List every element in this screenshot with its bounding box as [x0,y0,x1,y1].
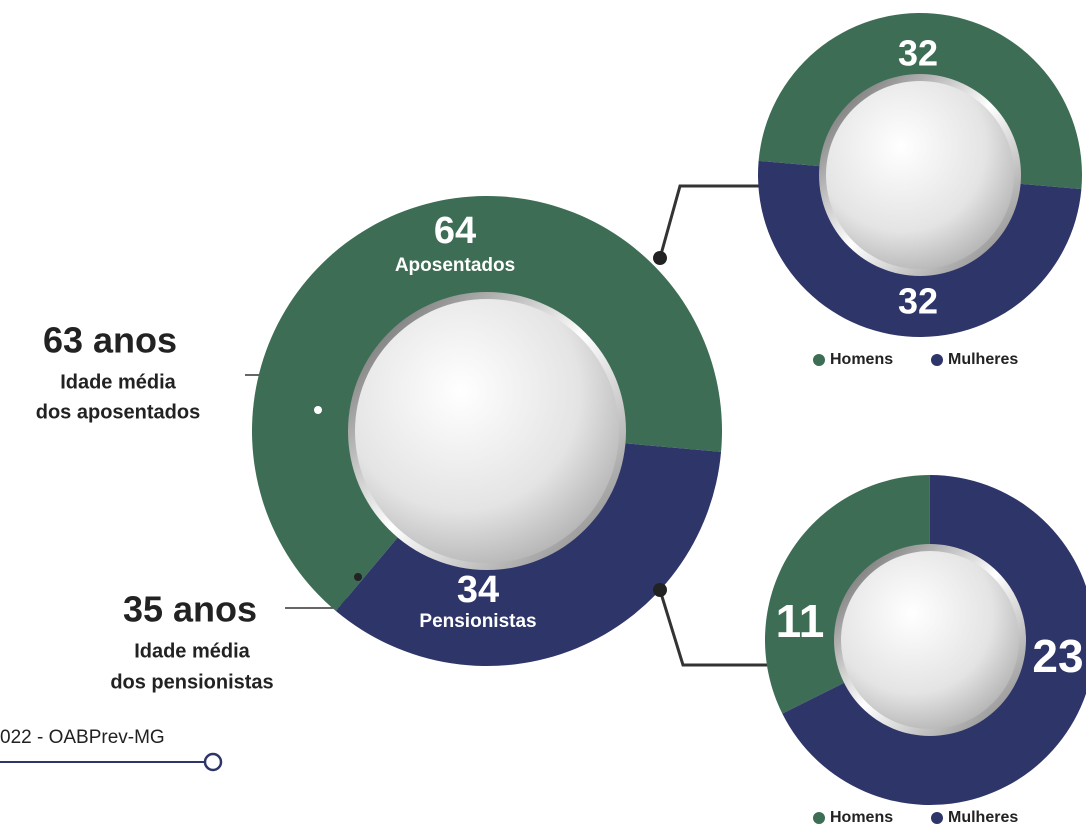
value-label: 64 [434,210,476,252]
legend-label: Homens [830,809,893,826]
connector-line [658,589,797,667]
annotation-line-text: Idade média [60,371,176,393]
donut-hole [355,299,619,563]
legend-label: Mulheres [948,809,1018,826]
value-label: 11 [776,595,825,647]
donut-segment [335,443,722,666]
donut-segment [758,12,1082,190]
annotation-line-text: dos aposentados [36,401,200,423]
value-label: 34 [457,569,499,611]
annotation-line-text: dos pensionistas [110,671,273,693]
value-label: 32 [898,281,938,322]
footer-circle [203,752,223,772]
connector-line [658,184,797,259]
connector-dot [653,583,667,597]
donut-segment [251,196,723,612]
legend-swatch [813,812,825,824]
legend-swatch [931,354,943,366]
annotation-line-text: Idade média [134,640,250,662]
category-label: Pensionistas [419,611,536,632]
footer: 022 - OABPrev-MG [0,727,165,748]
legend-swatch [931,812,943,824]
legend-swatch [813,354,825,366]
donut-segment [782,475,1086,805]
value-label: 23 [1032,630,1083,682]
category-label: Aposentados [395,255,515,276]
value-label: 32 [898,33,938,74]
legend-label: Homens [830,351,893,368]
annotation-title: 63 anos [43,320,177,361]
legend-label: Mulheres [948,351,1018,368]
annotation-dot [354,573,362,581]
connector-dot [653,251,667,265]
annotation-dot [314,406,322,414]
donut-hole [841,551,1019,729]
donut-segment [758,160,1082,338]
annotation-title: 35 anos [123,589,257,630]
donut-hole [826,81,1014,269]
